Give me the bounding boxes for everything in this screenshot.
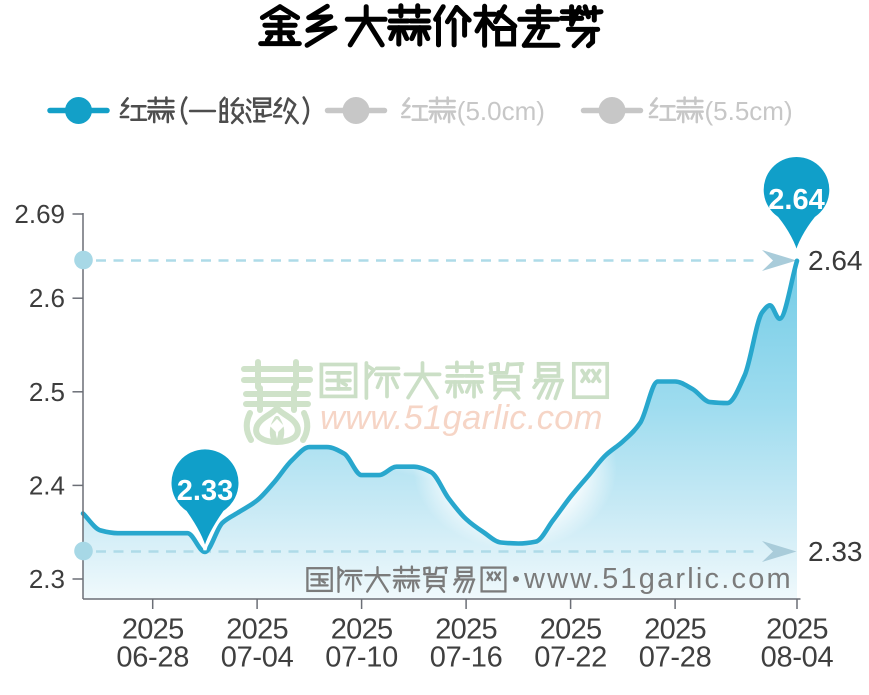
svg-text:2025: 2025 xyxy=(226,614,288,646)
svg-text:2025: 2025 xyxy=(644,614,706,646)
svg-text:2.3: 2.3 xyxy=(29,564,65,594)
svg-text:www.51garlic.com: www.51garlic.com xyxy=(523,563,793,595)
svg-text:2.5: 2.5 xyxy=(29,377,65,407)
svg-text:07-10: 07-10 xyxy=(325,642,398,674)
svg-text:2.33: 2.33 xyxy=(808,536,863,567)
svg-text:www.51garlic.com: www.51garlic.com xyxy=(320,399,603,437)
svg-text:2025: 2025 xyxy=(435,614,497,646)
svg-text:2.33: 2.33 xyxy=(177,475,233,507)
svg-text:07-16: 07-16 xyxy=(430,642,503,674)
svg-text:07-28: 07-28 xyxy=(639,642,712,674)
svg-text:2.4: 2.4 xyxy=(29,470,65,500)
svg-text:07-04: 07-04 xyxy=(221,642,294,674)
svg-text:(5.5cm): (5.5cm) xyxy=(705,96,793,126)
svg-text:2025: 2025 xyxy=(540,614,602,646)
svg-text:(5.0cm): (5.0cm) xyxy=(457,96,545,126)
svg-text:2.64: 2.64 xyxy=(768,184,824,216)
svg-text:07-22: 07-22 xyxy=(534,642,607,674)
svg-text:2025: 2025 xyxy=(331,614,393,646)
svg-text:2.64: 2.64 xyxy=(808,245,863,276)
svg-text:06-28: 06-28 xyxy=(116,642,189,674)
svg-text:2.6: 2.6 xyxy=(29,283,65,313)
svg-text:2.69: 2.69 xyxy=(14,199,65,229)
svg-text:08-04: 08-04 xyxy=(761,642,834,674)
svg-text:2025: 2025 xyxy=(766,614,828,646)
svg-text:2025: 2025 xyxy=(122,614,184,646)
